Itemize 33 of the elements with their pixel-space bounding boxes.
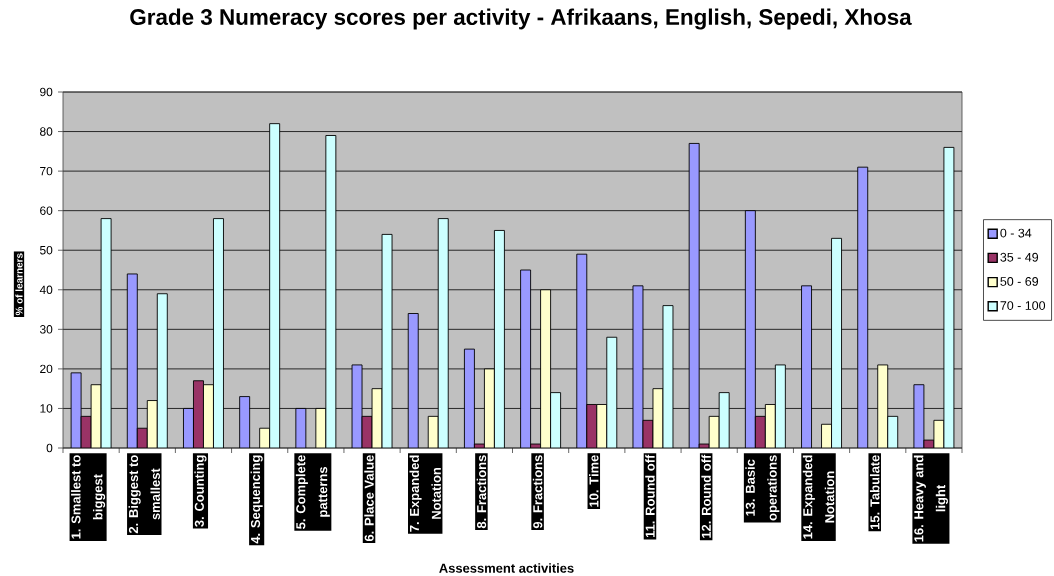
x-tick-label: 6. Place Value <box>364 455 374 542</box>
x-tick-label: 13. Basic operations <box>745 455 780 521</box>
x-tick-label: 5. Complete patterns <box>295 455 330 529</box>
x-tick-label: 9. Fractions <box>532 455 543 529</box>
x-tick-label: 10. Time <box>589 455 599 507</box>
x-tick-label: 4. Sequencing <box>250 455 263 544</box>
x-axis-title: Assessment activities <box>439 563 574 573</box>
x-tick-label: 14. Expanded Notation <box>802 455 835 539</box>
y-tick-label: 0 <box>46 443 53 453</box>
x-tick-label: 15. Tabulate <box>869 455 880 529</box>
y-tick-label: 30 <box>39 325 53 334</box>
x-tick-label: 11. Round off <box>645 454 655 538</box>
legend-label: 0 - 34 <box>1000 228 1032 238</box>
x-tick-label: 8. Fractions <box>476 455 487 529</box>
chart-title: Grade 3 Numeracy scores per activity - Afrikaans, English, Sepedi, Xhosa <box>130 8 912 30</box>
y-tick-label: 90 <box>40 87 53 97</box>
x-tick-label: 7. Expanded Notation <box>409 455 441 532</box>
x-tick-label: 3. Counting <box>194 455 207 527</box>
y-axis-title: % of learners <box>15 253 23 316</box>
y-tick-label: 70 <box>40 166 53 176</box>
y-tick-label: 80 <box>40 127 53 136</box>
x-tick-label: 2. Biggest to smallest <box>128 455 160 534</box>
x-tick-label: 1. Smallest to biggest <box>71 455 106 539</box>
y-tick-label: 60 <box>40 206 53 215</box>
x-tick-label: 16. Heavy and light <box>913 455 948 542</box>
y-tick-label: 50 <box>39 245 53 255</box>
legend-label: 35 - 49 <box>1000 252 1039 262</box>
legend-label: 70 - 100 <box>1000 301 1046 310</box>
y-tick-label: 10 <box>40 404 53 413</box>
y-tick-label: 20 <box>40 364 53 374</box>
legend-label: 50 - 69 <box>1000 277 1039 286</box>
y-tick-label: 40 <box>39 285 53 294</box>
x-tick-label: 12. Round off <box>701 454 711 538</box>
